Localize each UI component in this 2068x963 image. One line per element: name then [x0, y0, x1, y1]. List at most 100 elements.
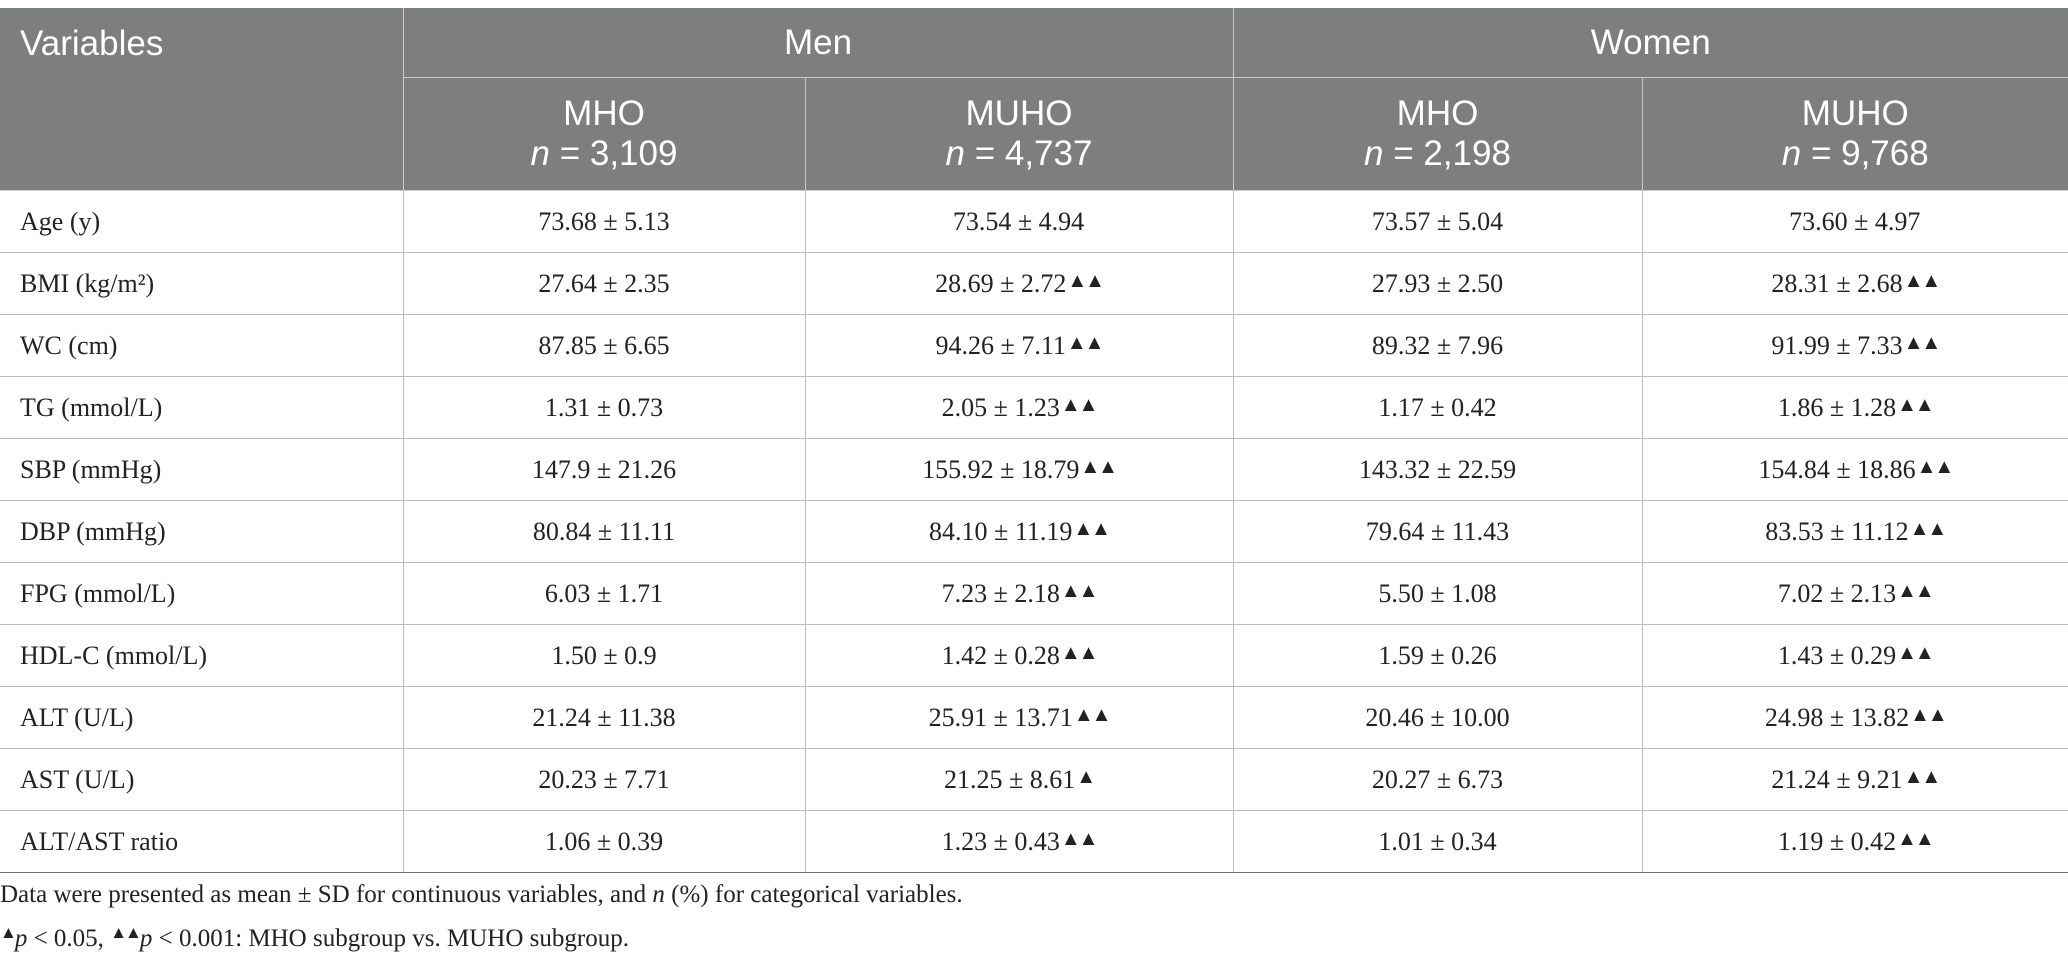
header-n-label: n — [1781, 134, 1802, 173]
footnote-text: < 0.05, — [27, 925, 111, 952]
significance-icon: ▲▲ — [1067, 269, 1105, 292]
men-muho-value: 73.54 ± 4.94 — [952, 206, 1085, 236]
variable-name-cell: ALT (U/L) — [0, 686, 404, 749]
significance-icon: ▲▲ — [1910, 703, 1948, 726]
table-header: Variables Men Women MHO n = 3,109 MUHO n… — [0, 8, 2068, 191]
header-n-value: = 2,198 — [1383, 134, 1511, 173]
table-row: DBP (mmHg) 80.84 ± 11.11 84.10 ± 11.19▲▲ 79… — [0, 500, 2068, 563]
men-muho-value: 1.23 ± 0.43 — [941, 826, 1060, 856]
women-mho-cell: 20.27 ± 6.73 — [1232, 748, 1643, 811]
footnote-text: < 0.001: MHO subgroup vs. MUHO subgroup. — [152, 925, 629, 952]
table-row: FPG (mmol/L) 6.03 ± 1.71 7.23 ± 2.18▲▲ 5.50… — [0, 562, 2068, 625]
men-mho-value: 87.85 ± 6.65 — [538, 330, 670, 360]
significance-icon: ▲▲ — [1909, 517, 1948, 540]
header-n-value: = 9,768 — [1801, 134, 1929, 173]
table-row: SBP (mmHg) 147.9 ± 21.26 155.92 ± 18.79▲▲ 1… — [0, 438, 2068, 501]
men-mho-value: 73.68 ± 5.13 — [538, 206, 670, 236]
men-mho-value: 1.06 ± 0.39 — [544, 826, 664, 856]
women-mho-value: 79.64 ± 11.43 — [1365, 516, 1510, 546]
men-mho-cell: 1.31 ± 0.73 — [402, 376, 806, 439]
header-n-label: n — [945, 134, 965, 173]
women-mho-cell: 1.01 ± 0.34 — [1232, 810, 1643, 873]
header-variables: Variables — [0, 8, 404, 191]
variable-name-value: TG (mmol/L) — [20, 392, 163, 422]
women-muho-cell: 73.60 ± 4.97 — [1641, 190, 2068, 253]
men-mho-cell: 6.03 ± 1.71 — [402, 562, 806, 625]
men-mho-cell: 73.68 ± 5.13 — [402, 190, 806, 253]
men-mho-cell: 147.9 ± 21.26 — [402, 438, 806, 501]
men-muho-cell: 1.23 ± 0.43▲▲ — [804, 810, 1234, 873]
men-muho-value: 155.92 ± 18.79 — [922, 454, 1080, 484]
men-mho-cell: 20.23 ± 7.71 — [402, 748, 806, 811]
significance-icon: ▲▲ — [1897, 641, 1935, 664]
significance-icon: ▲▲ — [1903, 269, 1942, 292]
significance-icon: ▲▲ — [1916, 455, 1955, 478]
men-mho-cell: 27.64 ± 2.35 — [402, 252, 806, 315]
men-muho-value: 94.26 ± 7.11 — [935, 330, 1066, 360]
table-row: HDL-C (mmol/L) 1.50 ± 0.9 1.42 ± 0.28▲▲ 1.5… — [0, 624, 2068, 687]
women-muho-cell: 91.99 ± 7.33▲▲ — [1641, 314, 2068, 377]
header-n-label: n — [530, 134, 550, 173]
variable-name-value: BMI (kg/m²) — [20, 268, 155, 298]
double-triangle-icon: ▲▲ — [110, 923, 142, 942]
data-table: Variables Men Women MHO n = 3,109 MUHO n… — [0, 8, 2068, 873]
men-mho-value: 80.84 ± 11.11 — [532, 516, 676, 546]
women-muho-cell: 1.86 ± 1.28▲▲ — [1641, 376, 2068, 439]
men-muho-cell: 25.91 ± 13.71▲▲ — [804, 686, 1234, 749]
significance-icon: ▲▲ — [1060, 393, 1099, 416]
men-mho-value: 147.9 ± 21.26 — [531, 454, 677, 484]
table-footnotes: Data were presented as mean ± SD for con… — [0, 876, 2060, 952]
women-muho-cell: 83.53 ± 11.12▲▲ — [1641, 500, 2068, 563]
variable-name-value: FPG (mmol/L) — [20, 578, 176, 608]
women-mho-cell: 1.59 ± 0.26 — [1232, 624, 1643, 687]
header-women-muho: MUHO n = 9,768 — [1642, 77, 2068, 191]
women-muho-cell: 154.84 ± 18.86▲▲ — [1641, 438, 2068, 501]
header-n-value: = 4,737 — [964, 134, 1093, 173]
women-muho-cell: 28.31 ± 2.68▲▲ — [1641, 252, 2068, 315]
women-muho-value: 154.84 ± 18.86 — [1758, 454, 1916, 484]
header-women: Women — [1233, 8, 2068, 78]
table-row: WC (cm) 87.85 ± 6.65 94.26 ± 7.11▲▲ 89.32 ±… — [0, 314, 2068, 377]
footnote-p-symbol: p — [139, 925, 153, 952]
women-mho-cell: 5.50 ± 1.08 — [1232, 562, 1643, 625]
women-mho-value: 27.93 ± 2.50 — [1371, 268, 1504, 298]
variable-name-value: SBP (mmHg) — [20, 454, 162, 484]
significance-icon: ▲▲ — [1897, 827, 1935, 850]
table-row: ALT/AST ratio 1.06 ± 0.39 1.23 ± 0.43▲▲ 1.0… — [0, 810, 2068, 873]
variable-name-cell: HDL-C (mmol/L) — [0, 624, 404, 687]
women-muho-cell: 1.19 ± 0.42▲▲ — [1641, 810, 2068, 873]
table-row: AST (U/L) 20.23 ± 7.71 21.25 ± 8.61▲ 20.27 … — [0, 748, 2068, 811]
men-mho-cell: 87.85 ± 6.65 — [402, 314, 806, 377]
significance-icon: ▲▲ — [1897, 579, 1935, 602]
women-muho-cell: 7.02 ± 2.13▲▲ — [1641, 562, 2068, 625]
header-women-muho-label: MUHO — [1801, 94, 1909, 133]
women-mho-value: 1.01 ± 0.34 — [1378, 826, 1497, 856]
women-muho-value: 24.98 ± 13.82 — [1764, 702, 1910, 732]
variable-name-cell: TG (mmol/L) — [0, 376, 404, 439]
significance-icon: ▲▲ — [1903, 765, 1942, 788]
table-row: TG (mmol/L) 1.31 ± 0.73 2.05 ± 1.23▲▲ 1.17 … — [0, 376, 2068, 439]
table-row: Age (y) 73.68 ± 5.13 73.54 ± 4.94 73.57 ± 5… — [0, 190, 2068, 253]
men-muho-cell: 94.26 ± 7.11▲▲ — [804, 314, 1234, 377]
men-mho-value: 1.31 ± 0.73 — [544, 392, 664, 422]
women-muho-value: 1.43 ± 0.29 — [1777, 640, 1897, 670]
women-mho-value: 143.32 ± 22.59 — [1358, 454, 1517, 484]
men-muho-value: 84.10 ± 11.19 — [929, 516, 1073, 546]
men-muho-cell: 1.42 ± 0.28▲▲ — [804, 624, 1234, 687]
men-mho-cell: 80.84 ± 11.11 — [402, 500, 806, 563]
women-mho-value: 1.59 ± 0.26 — [1378, 640, 1497, 670]
header-women-mho: MHO n = 2,198 — [1233, 77, 1643, 191]
significance-icon: ▲▲ — [1073, 703, 1112, 726]
women-muho-cell: 1.43 ± 0.29▲▲ — [1641, 624, 2068, 687]
footnote-text: Data were presented as mean ± SD for con… — [0, 881, 653, 908]
significance-icon: ▲▲ — [1080, 455, 1118, 478]
men-mho-cell: 1.50 ± 0.9 — [402, 624, 806, 687]
variable-name-value: ALT/AST ratio — [20, 826, 179, 856]
men-muho-cell: 2.05 ± 1.23▲▲ — [804, 376, 1234, 439]
women-muho-value: 1.19 ± 0.42 — [1777, 826, 1897, 856]
women-mho-cell: 27.93 ± 2.50 — [1232, 252, 1643, 315]
table-body: Age (y) 73.68 ± 5.13 73.54 ± 4.94 73.57 ± 5… — [0, 190, 2068, 873]
women-mho-cell: 20.46 ± 10.00 — [1232, 686, 1643, 749]
variable-name-cell: BMI (kg/m²) — [0, 252, 404, 315]
women-mho-value: 89.32 ± 7.96 — [1371, 330, 1504, 360]
